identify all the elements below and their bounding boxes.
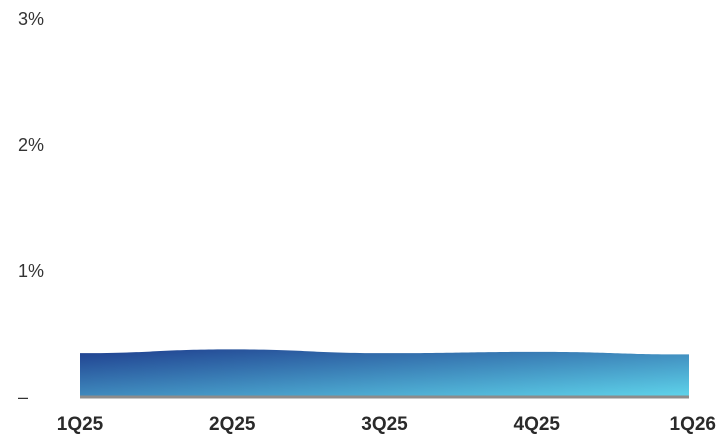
x-tick-label: 4Q25	[514, 414, 561, 435]
area-layer	[80, 349, 689, 399]
y-tick-label: –	[18, 387, 28, 407]
y-tick-label: 2%	[18, 135, 44, 155]
y-tick-label: 3%	[18, 9, 44, 29]
x-tick-label: 3Q25	[361, 414, 408, 435]
y-axis-ticks: – 1% 2% 3%	[18, 9, 44, 407]
x-axis-ticks: 1Q25 2Q25 3Q25 4Q25 1Q26	[57, 414, 716, 435]
y-tick-label: 1%	[18, 261, 44, 281]
x-tick-label: 1Q26	[670, 414, 716, 435]
x-tick-label: 1Q25	[57, 414, 104, 435]
x-tick-label: 2Q25	[209, 414, 256, 435]
area-series	[80, 349, 689, 396]
